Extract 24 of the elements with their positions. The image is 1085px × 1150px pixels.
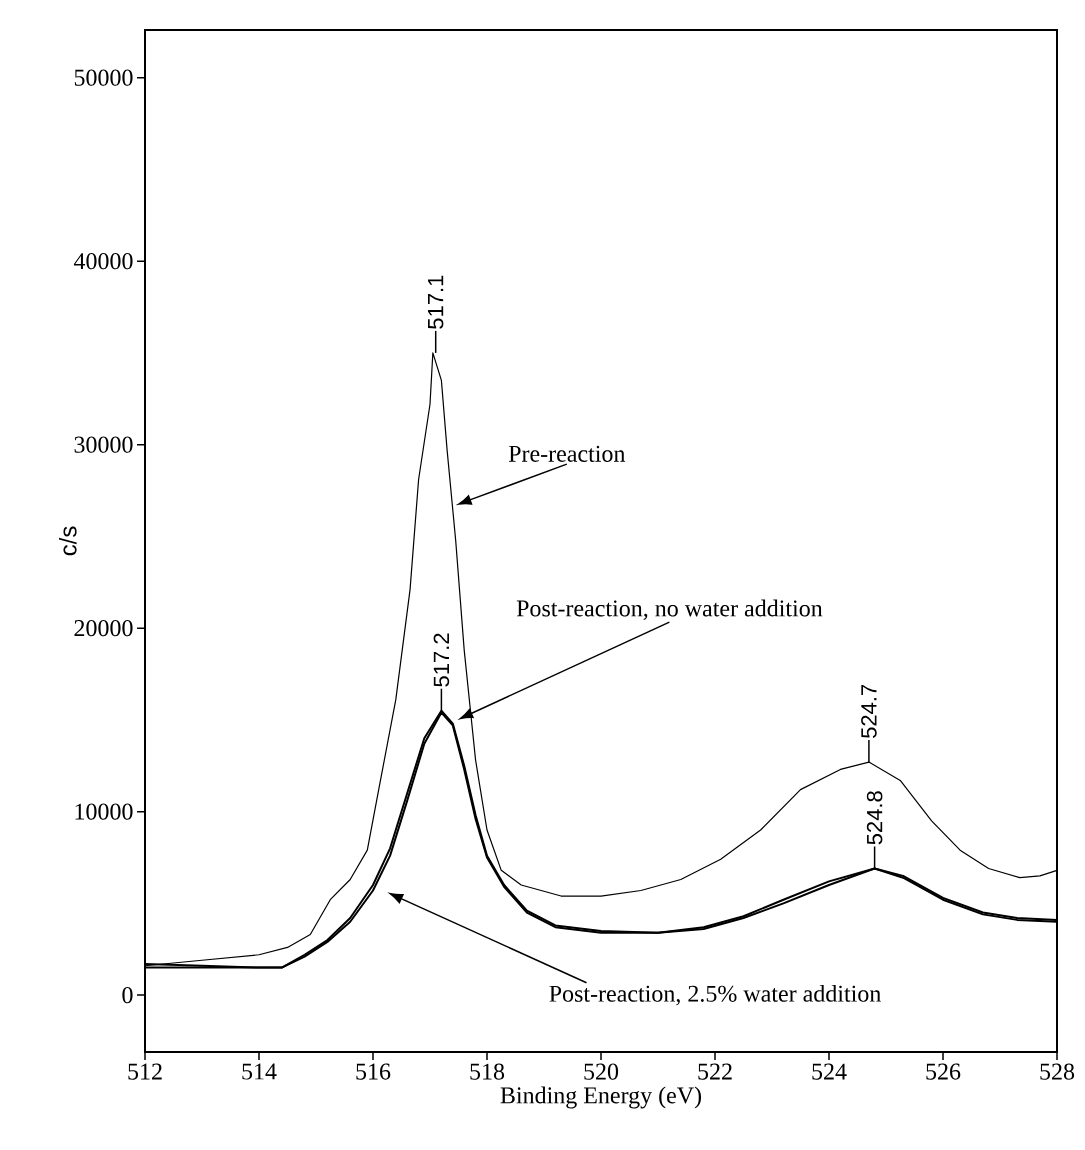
text: Pre-reaction — [508, 445, 626, 462]
x-tick-label: 518 — [470, 1063, 505, 1080]
y-tick-label: 20000 — [74, 620, 133, 637]
text: Post-reaction, no water addition — [516, 599, 823, 620]
annotation: 517.1 — [428, 275, 444, 329]
y-tick-label: 30000 — [74, 436, 133, 453]
x-axis-title: Binding Energy (eV) — [500, 1086, 702, 1109]
x-tick-label: 524 — [812, 1063, 847, 1080]
x-tick-label: 520 — [584, 1063, 619, 1080]
x-tick-label: 526 — [926, 1063, 961, 1080]
y-tick-label: 10000 — [75, 803, 133, 820]
y-tick-label: 0 — [122, 987, 133, 1004]
annotation: 524.8 — [866, 791, 883, 845]
y-tick-label: 40000 — [73, 253, 133, 270]
annotation: 524.7 — [861, 684, 877, 739]
y-tick-label: 50000 — [74, 69, 133, 86]
annotation: 517.2 — [433, 633, 450, 687]
text: Post-reaction, 2.5% water addition — [549, 984, 881, 1006]
x-tick-label: 516 — [356, 1063, 391, 1080]
x-tick-label: 522 — [698, 1063, 732, 1080]
y-axis-title: c/s — [58, 526, 77, 556]
x-tick-label: 528 — [1040, 1063, 1075, 1080]
x-tick-label: 514 — [242, 1063, 277, 1080]
x-tick-label: 512 — [128, 1063, 162, 1080]
